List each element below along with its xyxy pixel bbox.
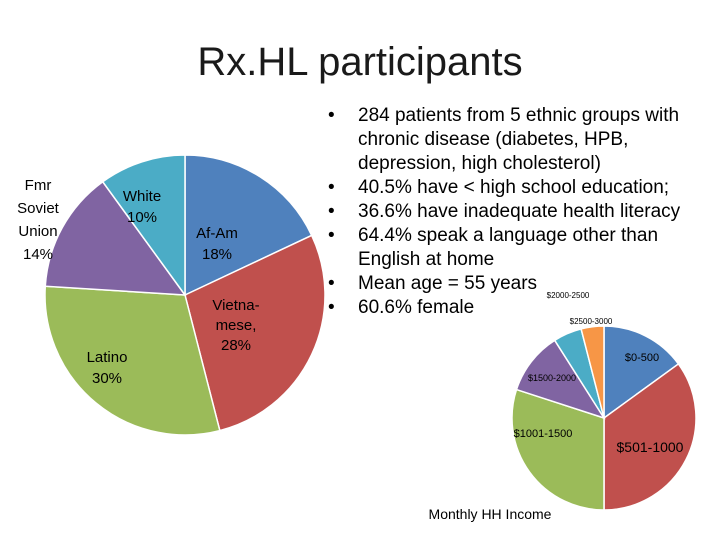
ethnicity-pie-slice-label: Latino 30% bbox=[87, 349, 128, 387]
bullet-item: Mean age = 55 years bbox=[322, 272, 717, 296]
income-pie-slice-label: $1500-2000 bbox=[528, 373, 576, 383]
ethnicity-pie-slice bbox=[44, 285, 221, 436]
ethnicity-pie-slice-label: White 10% bbox=[123, 188, 161, 226]
ethnicity-pie-slice-label: Af-Am 18% bbox=[196, 225, 238, 263]
ethnicity-pie-slice bbox=[184, 154, 313, 297]
income-chart-title: Monthly HH Income bbox=[429, 506, 552, 522]
income-pie-slice bbox=[511, 388, 605, 511]
income-pie-slice bbox=[603, 325, 680, 420]
income-pie-slice bbox=[580, 325, 605, 419]
ethnicity-pie-slice bbox=[44, 180, 187, 296]
income-pie-slice-label: $2500-3000 bbox=[570, 317, 613, 326]
bullet-item: 60.6% female bbox=[322, 296, 717, 320]
participant-facts-list: 284 patients from 5 ethnic groups with c… bbox=[322, 104, 717, 320]
ethnicity-pie-slice bbox=[101, 154, 186, 298]
slide-title: Rx.HL participants bbox=[197, 40, 523, 84]
income-pie-slice-label: $501-1000 bbox=[617, 439, 684, 455]
income-pie-slice-label: $0-500 bbox=[625, 352, 659, 364]
bullet-item: 40.5% have < high school education; bbox=[322, 176, 717, 200]
ethnicity-pie-slice-label: Fmr Soviet Union 14% bbox=[17, 177, 60, 263]
bullet-item: 36.6% have inadequate health literacy bbox=[322, 200, 717, 224]
bullet-item: 64.4% speak a language other than Englis… bbox=[322, 224, 717, 272]
bullet-item: 284 patients from 5 ethnic groups with c… bbox=[322, 104, 717, 176]
ethnicity-pie-slice bbox=[184, 234, 326, 432]
income-pie-slice-label: $1001-1500 bbox=[514, 428, 573, 440]
ethnicity-pie-slice-label: Vietna-mese, 28% bbox=[212, 297, 259, 354]
income-pie-slice bbox=[603, 362, 697, 511]
